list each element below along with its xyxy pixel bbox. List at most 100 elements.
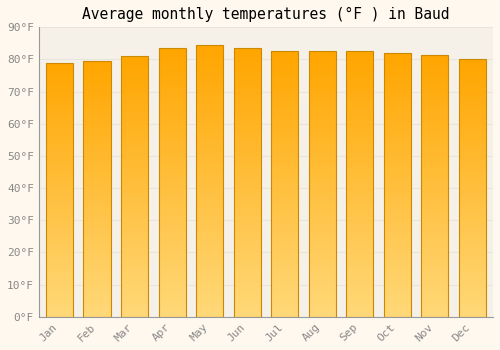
Bar <box>271 81 298 85</box>
Bar <box>459 178 486 182</box>
Bar <box>459 85 486 89</box>
Bar <box>422 81 448 84</box>
Bar <box>384 185 411 188</box>
Bar <box>84 125 110 128</box>
Bar <box>422 113 448 117</box>
Bar <box>234 98 260 102</box>
Bar <box>196 126 223 130</box>
Bar <box>271 131 298 134</box>
Bar <box>459 175 486 178</box>
Bar <box>158 166 186 169</box>
Bar <box>271 270 298 274</box>
Bar <box>308 111 336 114</box>
Bar <box>459 278 486 281</box>
Bar <box>84 288 110 291</box>
Bar <box>459 272 486 275</box>
Bar <box>196 113 223 116</box>
Bar <box>384 66 411 70</box>
Bar <box>308 254 336 257</box>
Bar <box>196 205 223 208</box>
Bar <box>196 72 223 76</box>
Bar <box>84 314 110 317</box>
Bar <box>271 277 298 280</box>
Bar <box>234 219 260 223</box>
Bar <box>158 307 186 310</box>
Bar <box>196 313 223 317</box>
Bar <box>422 199 448 202</box>
Bar <box>422 74 448 78</box>
Bar <box>384 215 411 218</box>
Bar <box>459 63 486 66</box>
Bar <box>234 142 260 146</box>
Bar <box>346 204 374 207</box>
Bar <box>46 174 73 177</box>
Bar <box>46 291 73 295</box>
Bar <box>308 260 336 264</box>
Bar <box>384 290 411 294</box>
Bar <box>121 297 148 301</box>
Bar <box>308 287 336 290</box>
Bar <box>84 96 110 99</box>
Bar <box>84 224 110 227</box>
Bar <box>422 241 448 245</box>
Bar <box>346 231 374 234</box>
Bar <box>196 211 223 215</box>
Bar <box>384 257 411 261</box>
Bar <box>459 166 486 169</box>
Bar <box>46 282 73 285</box>
Bar <box>158 82 186 85</box>
Bar <box>46 126 73 130</box>
Bar <box>346 197 374 201</box>
Bar <box>121 118 148 121</box>
Bar <box>271 280 298 284</box>
Bar <box>46 307 73 310</box>
Bar <box>271 184 298 188</box>
Bar <box>46 244 73 247</box>
Bar <box>84 173 110 176</box>
Bar <box>384 280 411 284</box>
Bar <box>346 267 374 270</box>
Bar <box>46 222 73 225</box>
Bar <box>46 310 73 314</box>
Bar <box>422 117 448 120</box>
Bar <box>459 207 486 211</box>
Bar <box>84 138 110 141</box>
Bar <box>308 280 336 284</box>
Bar <box>84 227 110 231</box>
Bar <box>84 221 110 224</box>
Bar <box>308 211 336 214</box>
Bar <box>121 102 148 105</box>
Bar <box>384 145 411 149</box>
Bar <box>196 239 223 242</box>
Bar <box>384 221 411 224</box>
Bar <box>346 270 374 274</box>
Bar <box>84 266 110 269</box>
Bar <box>459 69 486 72</box>
Bar <box>234 102 260 105</box>
Bar <box>234 246 260 250</box>
Bar <box>459 130 486 133</box>
Bar <box>234 92 260 95</box>
Bar <box>158 115 186 119</box>
Bar <box>196 245 223 249</box>
Bar <box>271 250 298 254</box>
Bar <box>308 118 336 121</box>
Bar <box>459 162 486 166</box>
Bar <box>84 202 110 205</box>
Bar <box>196 262 223 266</box>
Bar <box>422 163 448 166</box>
Bar <box>346 227 374 231</box>
Bar <box>84 128 110 131</box>
Bar <box>384 89 411 93</box>
Bar <box>308 134 336 138</box>
Bar <box>271 217 298 220</box>
Bar <box>422 133 448 136</box>
Bar <box>271 114 298 118</box>
Bar <box>84 211 110 215</box>
Bar <box>422 71 448 74</box>
Bar <box>121 85 148 89</box>
Bar <box>121 164 148 167</box>
Bar <box>234 303 260 307</box>
Bar <box>459 108 486 111</box>
Bar <box>308 71 336 75</box>
